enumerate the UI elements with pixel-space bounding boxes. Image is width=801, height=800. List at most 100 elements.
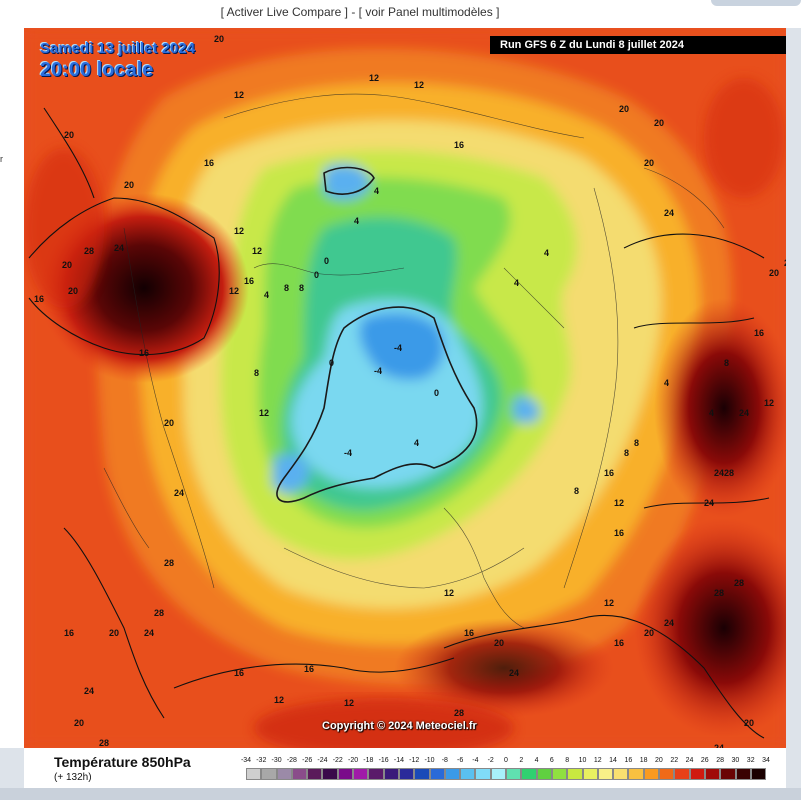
contour-label: 4 xyxy=(374,186,379,196)
contour-label: 20 xyxy=(654,118,664,128)
scale-label: -4 xyxy=(472,757,479,764)
contour-label: -4 xyxy=(394,343,402,353)
contour-label: 20 xyxy=(124,180,134,190)
contour-label: 8 xyxy=(724,358,729,368)
model-run-label: Run GFS 6 Z du Lundi 8 juillet 2024 xyxy=(490,36,786,54)
scale-label: 14 xyxy=(609,757,617,764)
scale-swatch xyxy=(291,768,308,780)
contour-label: 16 xyxy=(304,664,314,674)
contour-label: 24 xyxy=(144,628,154,638)
scale-swatch xyxy=(689,768,705,780)
contour-label: 4 xyxy=(709,408,714,418)
scale-label: 10 xyxy=(578,757,587,764)
contour-label: 20 xyxy=(494,638,504,648)
scale-swatch xyxy=(490,768,507,780)
scale-label: 12 xyxy=(593,757,602,764)
contour-label: 20 xyxy=(769,268,779,278)
left-margin-mark: r xyxy=(0,154,3,164)
forecast-time: 20:00 locale xyxy=(40,59,154,81)
contour-label: 8 xyxy=(624,448,629,458)
scale-swatch xyxy=(398,768,415,780)
scale-swatch xyxy=(337,768,354,780)
contour-label: 24 xyxy=(714,743,724,748)
contour-label: -4 xyxy=(374,366,382,376)
scale-label: -26 xyxy=(302,757,313,764)
contour-label: 0 xyxy=(329,358,334,368)
scale-label: -12 xyxy=(409,757,420,764)
color-scale-labels: -34 -32 -30 -28 -26 -24 -22 -20 -18 -16 -14 -12 -10-… xyxy=(241,757,770,767)
contour-label: 28 xyxy=(454,708,464,718)
contour-label: -4 xyxy=(344,448,352,458)
contour-label: 24 xyxy=(739,408,749,418)
scale-swatch xyxy=(597,768,614,780)
scale-swatch xyxy=(521,768,537,780)
scale-swatch xyxy=(383,768,399,780)
scale-swatch xyxy=(674,768,690,780)
contour-label: 20 xyxy=(68,286,78,296)
forecast-datetime: Samedi 13 juillet 2024 20:00 locale xyxy=(40,40,195,82)
contour-label: 12 xyxy=(259,408,269,418)
contour-label: 20 xyxy=(64,130,74,140)
contour-label: 16 xyxy=(34,294,44,304)
contour-label: 12 xyxy=(614,498,624,508)
copyright-text: Copyright © 2024 Meteociel.fr xyxy=(322,720,477,732)
contour-label: 20 xyxy=(164,418,174,428)
scale-swatch xyxy=(750,768,767,780)
contour-label: 24 xyxy=(714,468,724,478)
scale-swatch xyxy=(567,768,583,780)
panel-multimodel-link[interactable]: [ voir Panel multimodèles ] xyxy=(358,5,500,19)
scale-swatch xyxy=(613,768,629,780)
scale-label: -30 xyxy=(271,757,282,764)
scale-swatch xyxy=(735,768,751,780)
contour-label: 24 xyxy=(114,243,124,253)
scale-swatch xyxy=(322,768,338,780)
scale-swatch xyxy=(536,768,552,780)
contour-label: 12 xyxy=(604,598,614,608)
left-margin: r xyxy=(0,28,24,748)
contour-label: 24 xyxy=(664,618,674,628)
scale-label: 22 xyxy=(670,757,679,764)
scale-label: -32 xyxy=(256,757,267,764)
scale-label: -20 xyxy=(347,757,359,764)
scale-swatch xyxy=(429,768,445,780)
scale-swatch xyxy=(551,768,568,780)
contour-label: 20 xyxy=(744,718,754,728)
live-compare-link[interactable]: [ Activer Live Compare ] xyxy=(220,5,348,19)
contour-label: 24 xyxy=(509,668,519,678)
scale-label: 8 xyxy=(565,757,570,764)
contour-label: 12 xyxy=(274,695,284,705)
legend-panel: Température 850hPa (+ 132h) -34 -32 -30 -28… xyxy=(24,748,786,788)
contour-label: 8 xyxy=(574,486,579,496)
contour-label: 24 xyxy=(84,686,94,696)
scale-label: -2 xyxy=(487,757,494,764)
scale-label: -22 xyxy=(332,757,343,764)
contour-label: 16 xyxy=(614,528,624,538)
scale-swatch xyxy=(475,768,491,780)
contour-label: 0 xyxy=(324,256,329,266)
top-bar: [ Activer Live Compare ] - [ voir Panel … xyxy=(0,0,801,28)
contour-label: 16 xyxy=(754,328,764,338)
right-margin xyxy=(787,28,801,748)
scale-swatch xyxy=(276,768,292,780)
scale-label: -14 xyxy=(393,757,404,764)
contour-label: 20 xyxy=(619,104,629,114)
contour-label: 12 xyxy=(234,90,244,100)
contour-label: 28 xyxy=(154,608,164,618)
contour-label: 8 xyxy=(634,438,639,448)
scale-label: -10 xyxy=(424,757,435,764)
scale-label: 24 xyxy=(685,757,694,764)
contour-label: 20 xyxy=(214,34,224,44)
scale-swatch xyxy=(460,768,476,780)
scale-swatch xyxy=(414,768,430,780)
scale-swatch xyxy=(353,768,369,780)
scale-label: -34 xyxy=(240,757,252,764)
scale-label: -6 xyxy=(456,757,464,764)
top-links: [ Activer Live Compare ] - [ voir Panel … xyxy=(0,5,720,19)
contour-label: 16 xyxy=(204,158,214,168)
contour-label: 12 xyxy=(444,588,454,598)
contour-label: 4 xyxy=(514,278,519,288)
legend-subtitle: (+ 132h) xyxy=(54,772,92,783)
contour-label: 28 xyxy=(164,558,174,568)
contour-label: 20 xyxy=(109,628,119,638)
scale-swatch xyxy=(659,768,675,780)
